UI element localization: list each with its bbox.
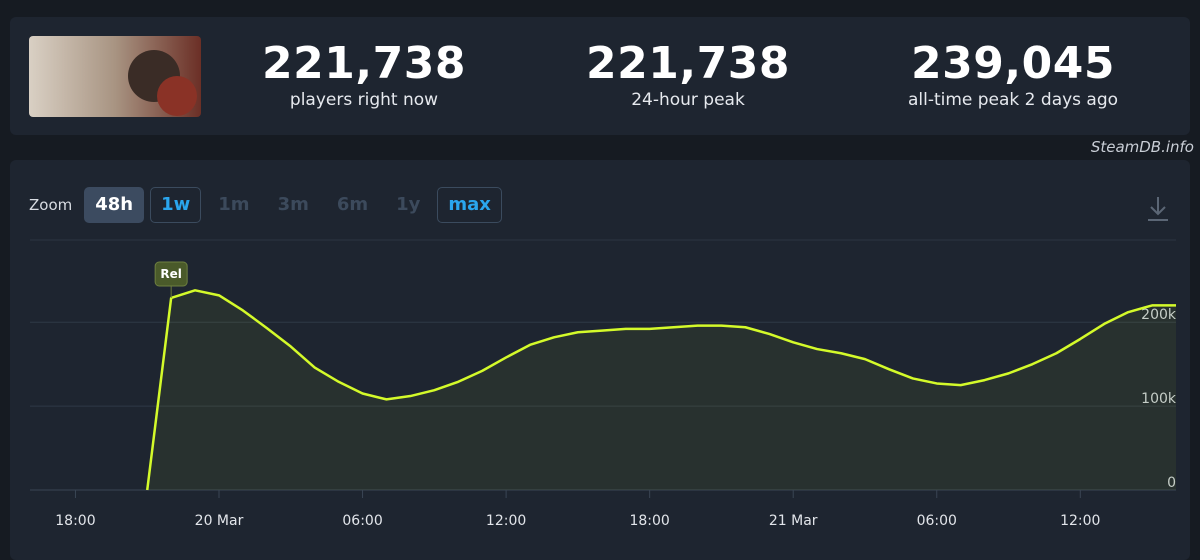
x-tick-label: 21 Mar <box>769 513 818 529</box>
x-tick-label: 12:00 <box>1060 513 1100 529</box>
x-tick-label: 18:00 <box>629 513 669 529</box>
stat-label: players right now <box>289 90 439 110</box>
stat-value: 221,738 <box>262 38 466 89</box>
chart-panel <box>10 160 1190 560</box>
stat: 221,738 24-hour peak <box>528 38 848 111</box>
x-tick-label: 18:00 <box>55 513 95 529</box>
area <box>147 290 1177 490</box>
zoom-button[interactable]: 1w <box>150 187 202 223</box>
thumbnail-art <box>29 36 201 117</box>
y-tick-label: 200k <box>1141 307 1177 323</box>
stat: 221,738 players right now <box>204 38 524 111</box>
zoom-button[interactable]: 3m <box>277 194 309 215</box>
zoom-button[interactable]: 1m <box>218 194 250 215</box>
zoom-button[interactable]: 1y <box>396 194 421 215</box>
stat-label: all-time peak 2 days ago <box>907 90 1119 110</box>
stat-label: 24-hour peak <box>631 90 745 110</box>
watermark: SteamDB.info <box>1090 138 1194 156</box>
download-icon[interactable] <box>1148 197 1168 221</box>
zoom-bar: Zoom 48h 1w 1m 3m 6m 1y max <box>29 187 508 223</box>
x-tick-label: 12:00 <box>486 513 526 529</box>
stat-value: 221,738 <box>586 38 790 89</box>
zoom-button[interactable]: 48h <box>84 187 145 223</box>
x-tick-label: 06:00 <box>917 513 957 529</box>
stat: 239,045 all-time peak 2 days ago <box>853 38 1173 111</box>
y-tick-label: 0 <box>1167 475 1176 491</box>
game-thumbnail <box>29 36 201 117</box>
zoom-button[interactable]: max <box>437 187 502 223</box>
annotation-label: Rel <box>160 267 182 281</box>
zoom-button[interactable]: 6m <box>336 194 369 215</box>
stat-value: 239,045 <box>911 38 1115 89</box>
stats-panel <box>10 17 1190 135</box>
y-tick-label: 100k <box>1141 391 1177 407</box>
annotation-badge <box>154 261 188 287</box>
x-tick-label: 06:00 <box>342 513 382 529</box>
line <box>145 289 1176 491</box>
zoom-label: Zoom <box>29 196 73 214</box>
x-tick-label: 20 Mar <box>195 513 244 529</box>
